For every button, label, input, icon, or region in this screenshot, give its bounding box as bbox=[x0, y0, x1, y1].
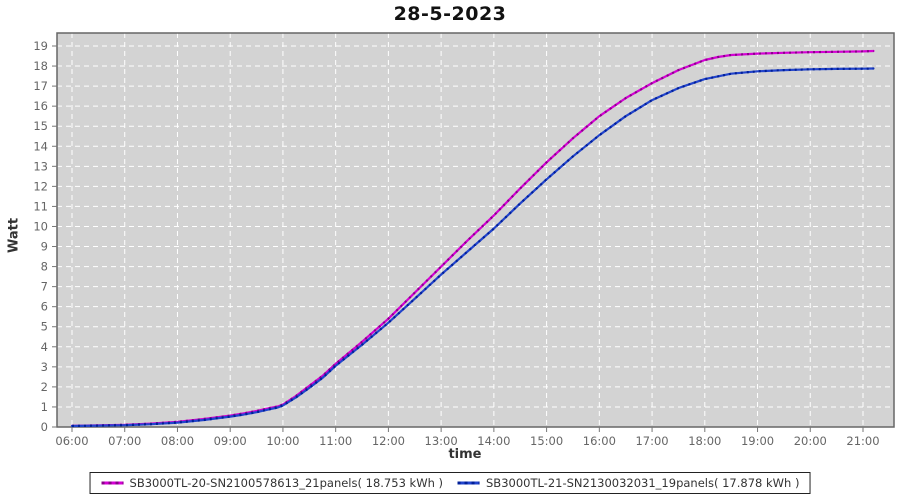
y-tick-label: 1 bbox=[41, 400, 48, 414]
legend-item-1: SB3000TL-21-SN2130032031_19panels( 17.87… bbox=[457, 476, 799, 490]
x-tick-label: 20:00 bbox=[794, 434, 827, 448]
y-tick-label: 4 bbox=[41, 340, 48, 354]
plot-background bbox=[57, 33, 894, 427]
x-tick-label: 14:00 bbox=[477, 434, 510, 448]
x-tick-label: 09:00 bbox=[214, 434, 247, 448]
x-tick-label: 21:00 bbox=[846, 434, 879, 448]
y-tick-label: 2 bbox=[41, 380, 48, 394]
y-tick-label: 8 bbox=[41, 260, 48, 274]
x-tick-label: 19:00 bbox=[741, 434, 774, 448]
y-tick-label: 3 bbox=[41, 360, 48, 374]
x-tick-label: 13:00 bbox=[425, 434, 458, 448]
legend-label-1: SB3000TL-21-SN2130032031_19panels( 17.87… bbox=[486, 476, 800, 490]
y-tick-label: 16 bbox=[33, 99, 48, 113]
y-tick-label: 5 bbox=[41, 320, 48, 334]
y-tick-label: 0 bbox=[41, 420, 48, 434]
x-tick-label: 07:00 bbox=[108, 434, 141, 448]
y-tick-label: 19 bbox=[33, 39, 48, 53]
series-line-1 bbox=[70, 67, 875, 428]
plot-border bbox=[56, 32, 895, 428]
y-tick-label: 12 bbox=[33, 179, 48, 193]
y-tick-label: 15 bbox=[33, 119, 48, 133]
legend-swatch-line-icon bbox=[458, 481, 480, 485]
y-tick-label: 9 bbox=[41, 240, 48, 254]
y-tick-label: 17 bbox=[33, 79, 48, 93]
y-tick-label: 6 bbox=[41, 300, 48, 314]
x-tick-label: 12:00 bbox=[372, 434, 405, 448]
x-tick-label: 18:00 bbox=[688, 434, 721, 448]
y-axis-label: Watt bbox=[6, 217, 22, 254]
legend-item-0: SB3000TL-20-SN2100578613_21panels( 18.75… bbox=[101, 476, 443, 490]
y-tick-label: 10 bbox=[33, 219, 48, 233]
y-tick-label: 14 bbox=[33, 139, 48, 153]
x-tick-label: 11:00 bbox=[319, 434, 352, 448]
chart-title: 28-5-2023 bbox=[393, 3, 507, 25]
legend-label-0: SB3000TL-20-SN2100578613_21panels( 18.75… bbox=[129, 476, 443, 490]
x-tick-label: 15:00 bbox=[530, 434, 563, 448]
y-tick-label: 7 bbox=[41, 280, 48, 294]
y-tick-label: 13 bbox=[33, 159, 48, 173]
x-tick-label: 17:00 bbox=[635, 434, 668, 448]
x-axis-label: time bbox=[448, 447, 482, 462]
x-tick-label: 06:00 bbox=[55, 434, 88, 448]
y-tick-label: 11 bbox=[33, 199, 48, 213]
x-tick-label: 08:00 bbox=[161, 434, 194, 448]
legend-swatch-line-icon bbox=[101, 481, 124, 485]
legend: SB3000TL-20-SN2100578613_21panels( 18.75… bbox=[89, 472, 811, 494]
x-tick-label: 10:00 bbox=[266, 434, 299, 448]
x-tick-label: 16:00 bbox=[583, 434, 616, 448]
y-tick-label: 18 bbox=[33, 59, 48, 73]
